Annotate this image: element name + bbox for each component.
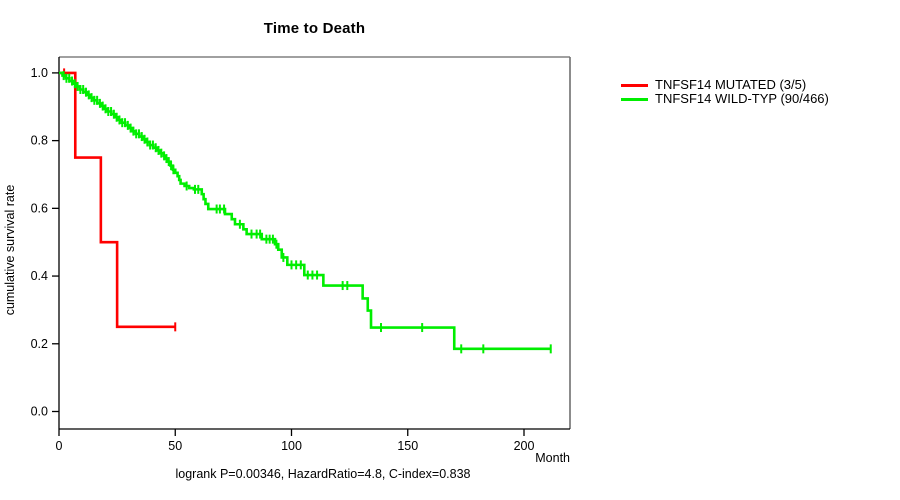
x-axis-label: Month <box>535 451 570 465</box>
legend: TNFSF14 MUTATED (3/5) TNFSF14 WILD-TYP (… <box>621 78 829 106</box>
y-tick-label: 1.0 <box>31 66 48 80</box>
legend-line-red-icon <box>621 83 648 87</box>
legend-label-wildtype: TNFSF14 WILD-TYP (90/466) <box>655 91 829 106</box>
legend-item-wildtype: TNFSF14 WILD-TYP (90/466) <box>621 92 829 106</box>
x-tick-label: 200 <box>514 439 535 453</box>
legend-label-mutated: TNFSF14 MUTATED (3/5) <box>655 77 807 92</box>
x-tick-label: 50 <box>168 439 182 453</box>
y-tick-label: 0.8 <box>31 134 48 148</box>
km-curve-wildtype <box>59 71 551 351</box>
legend-item-mutated: TNFSF14 MUTATED (3/5) <box>621 78 829 92</box>
y-axis-label: cumulative survival rate <box>3 184 17 316</box>
stats-caption: logrank P=0.00346, HazardRatio=4.8, C-in… <box>175 467 471 481</box>
legend-line-green-icon <box>621 97 648 101</box>
y-tick-label: 0.0 <box>31 405 48 419</box>
chart-title: Time to Death <box>263 20 366 37</box>
x-tick-label: 0 <box>56 439 63 453</box>
y-tick-label: 0.2 <box>31 337 48 351</box>
km-curve-mutated <box>59 71 176 329</box>
x-tick-label: 150 <box>397 439 418 453</box>
y-tick-label: 0.6 <box>31 201 48 215</box>
x-tick-label: 100 <box>281 439 302 453</box>
y-tick-label: 0.4 <box>31 269 48 283</box>
